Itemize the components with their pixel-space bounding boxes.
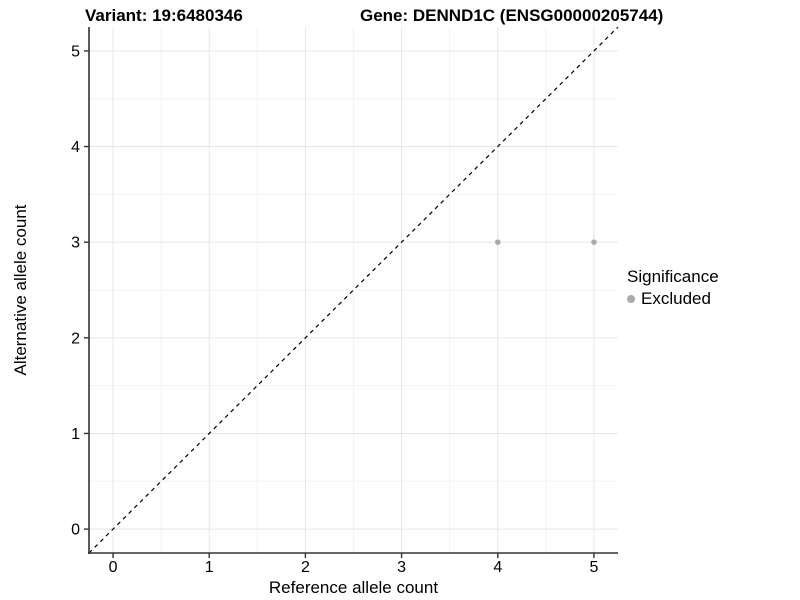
legend-item-excluded: Excluded [627,289,719,309]
x-tick-label: 3 [397,559,406,576]
x-tick-label: 4 [493,559,502,576]
y-tick-label: 3 [71,235,80,252]
y-tick-label: 0 [71,522,80,539]
legend-item-label: Excluded [641,289,711,308]
legend-title: Significance [627,267,719,286]
x-tick-label: 2 [301,559,310,576]
y-tick-label: 5 [71,43,80,60]
excluded-point-icon [627,295,635,303]
x-tick-label: 1 [205,559,214,576]
y-tick-label: 2 [71,330,80,347]
y-axis-title: Alternative allele count [11,204,30,376]
data-point [494,239,501,245]
variant-title: Variant: 19:6480346 [85,6,243,25]
x-tick-label: 0 [109,559,118,576]
x-tick-label: 5 [590,559,599,576]
legend: Significance Excluded [627,266,719,309]
x-axis-title: Reference allele count [268,578,439,597]
y-tick-label: 4 [71,139,80,156]
gene-title: Gene: DENND1C (ENSG00000205744) [360,6,664,25]
y-tick-label: 1 [71,426,80,443]
data-point [591,239,597,245]
